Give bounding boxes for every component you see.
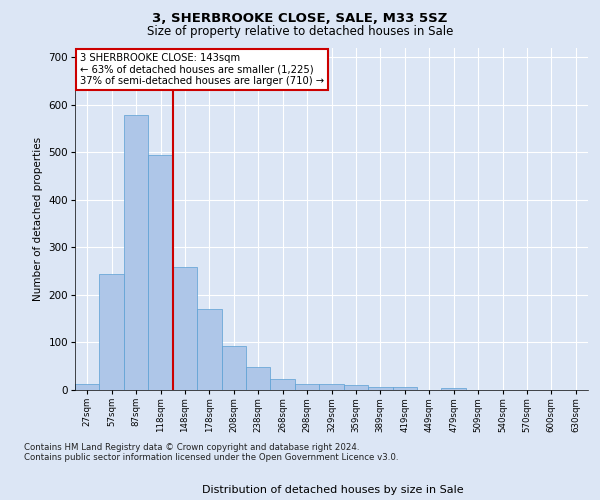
Text: Size of property relative to detached houses in Sale: Size of property relative to detached ho… xyxy=(147,25,453,38)
Bar xyxy=(392,386,417,390)
Bar xyxy=(319,384,344,390)
Bar xyxy=(75,384,100,390)
Bar xyxy=(173,268,197,390)
Bar xyxy=(197,309,221,390)
Y-axis label: Number of detached properties: Number of detached properties xyxy=(33,136,43,301)
Text: 3 SHERBROOKE CLOSE: 143sqm
← 63% of detached houses are smaller (1,225)
37% of s: 3 SHERBROOKE CLOSE: 143sqm ← 63% of deta… xyxy=(80,52,324,86)
Bar xyxy=(368,387,392,390)
Text: Contains HM Land Registry data © Crown copyright and database right 2024.
Contai: Contains HM Land Registry data © Crown c… xyxy=(24,442,398,462)
Text: Distribution of detached houses by size in Sale: Distribution of detached houses by size … xyxy=(202,485,464,495)
Bar xyxy=(148,154,173,390)
Bar xyxy=(344,385,368,390)
Bar xyxy=(246,367,271,390)
Bar xyxy=(271,378,295,390)
Bar xyxy=(124,115,148,390)
Bar xyxy=(100,274,124,390)
Bar xyxy=(295,384,319,390)
Text: 3, SHERBROOKE CLOSE, SALE, M33 5SZ: 3, SHERBROOKE CLOSE, SALE, M33 5SZ xyxy=(152,12,448,26)
Bar xyxy=(221,346,246,390)
Bar xyxy=(442,388,466,390)
